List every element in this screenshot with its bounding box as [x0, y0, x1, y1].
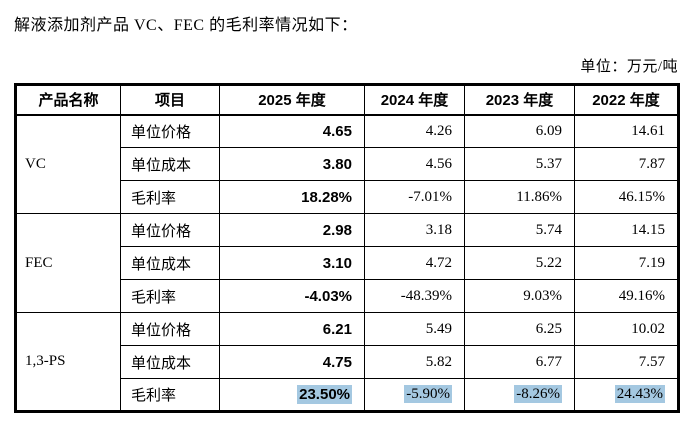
item-cell: 毛利率	[120, 180, 220, 214]
value-cell: 6.77	[464, 345, 575, 379]
value-cell: 14.61	[574, 114, 679, 148]
table-row: 1,3-PS 单位价格 6.21 5.49 6.25 10.02	[15, 312, 679, 412]
highlighted-value: -5.90%	[404, 385, 452, 403]
value-cell: 5.74	[464, 213, 575, 247]
item-cell: 单位价格	[120, 114, 220, 148]
item-cell: 单位成本	[120, 246, 220, 280]
value-cell: 3.18	[364, 213, 465, 247]
value-cell: 14.15	[574, 213, 679, 247]
value-cell: -5.90%	[364, 378, 465, 412]
value-cell: -4.03%	[219, 279, 365, 313]
value-cell: 24.43%	[574, 378, 679, 412]
table-row: 毛利率 18.28% -7.01% 11.86% 46.15%	[16, 180, 679, 214]
value-cell: -8.26%	[464, 378, 575, 412]
value-cell: 10.02	[574, 312, 679, 346]
table-row: 毛利率 -4.03% -48.39% 9.03% 49.16%	[16, 279, 679, 313]
value-cell: 49.16%	[574, 279, 679, 313]
item-cell: 单位成本	[120, 147, 220, 181]
column-header: 产品名称	[15, 84, 121, 116]
value-cell: 7.19	[574, 246, 679, 280]
item-cell: 单位价格	[120, 213, 220, 247]
highlighted-value: 23.50%	[297, 385, 352, 404]
table-row: 毛利率 23.50% -5.90% -8.26% 24.43%	[16, 378, 679, 412]
value-cell: -7.01%	[364, 180, 465, 214]
table-row: FEC 单位价格 2.98 3.18 5.74 14.15	[15, 213, 679, 313]
value-cell: 18.28%	[219, 180, 365, 214]
column-header: 项目	[120, 84, 220, 116]
value-cell: 7.57	[574, 345, 679, 379]
item-cell: 单位价格	[120, 312, 220, 346]
column-header: 2024 年度	[364, 84, 465, 116]
product-name-cell: 1,3-PS	[15, 312, 121, 412]
table-row: VC 单位价格 4.65 4.26 6.09 14.61	[15, 114, 679, 214]
value-cell: 4.72	[364, 246, 465, 280]
item-cell: 毛利率	[120, 378, 220, 412]
table-body: VC 单位价格 4.65 4.26 6.09 14.61 单位成本 3.80 4.56 5.37 7…	[15, 114, 679, 412]
value-cell: 11.86%	[464, 180, 575, 214]
value-cell: 7.87	[574, 147, 679, 181]
value-cell: 9.03%	[464, 279, 575, 313]
value-cell: 5.49	[364, 312, 465, 346]
column-header: 2022 年度	[574, 84, 679, 116]
intro-text: 解液添加剂产品 VC、FEC 的毛利率情况如下：	[14, 17, 358, 34]
table-row: 单位成本 4.75 5.82 6.77 7.57	[16, 345, 679, 379]
value-cell: 4.75	[219, 345, 365, 379]
value-cell: 3.10	[219, 246, 365, 280]
value-cell: 4.56	[364, 147, 465, 181]
value-cell: 5.82	[364, 345, 465, 379]
value-cell: 6.25	[464, 312, 575, 346]
item-cell: 单位成本	[120, 345, 220, 379]
value-cell: 4.65	[219, 114, 365, 148]
item-cell: 毛利率	[120, 279, 220, 313]
value-cell: 23.50%	[219, 378, 365, 412]
value-cell: 2.98	[219, 213, 365, 247]
value-cell: 5.22	[464, 246, 575, 280]
value-cell: -48.39%	[364, 279, 465, 313]
product-name-cell: VC	[15, 114, 121, 214]
highlighted-value: -8.26%	[514, 385, 562, 403]
unit-label: 单位：万元/吨	[580, 59, 678, 75]
value-cell: 6.21	[219, 312, 365, 346]
highlighted-value: 24.43%	[614, 385, 665, 403]
value-cell: 5.37	[464, 147, 575, 181]
value-cell: 6.09	[464, 114, 575, 148]
gross-margin-table: 产品名称 项目 2025 年度 2024 年度 2023 年度 2022 年度 VC 单位价…	[14, 83, 680, 413]
table-header: 产品名称 项目 2025 年度 2024 年度 2023 年度 2022 年度	[15, 84, 679, 116]
header-row: 产品名称 项目 2025 年度 2024 年度 2023 年度 2022 年度	[15, 84, 679, 116]
value-cell: 4.26	[364, 114, 465, 148]
value-cell: 3.80	[219, 147, 365, 181]
table-row: 单位成本 3.10 4.72 5.22 7.19	[16, 246, 679, 280]
product-name-cell: FEC	[15, 213, 121, 313]
column-header: 2023 年度	[464, 84, 575, 116]
column-header: 2025 年度	[219, 84, 365, 116]
table-row: 单位成本 3.80 4.56 5.37 7.87	[16, 147, 679, 181]
value-cell: 46.15%	[574, 180, 679, 214]
